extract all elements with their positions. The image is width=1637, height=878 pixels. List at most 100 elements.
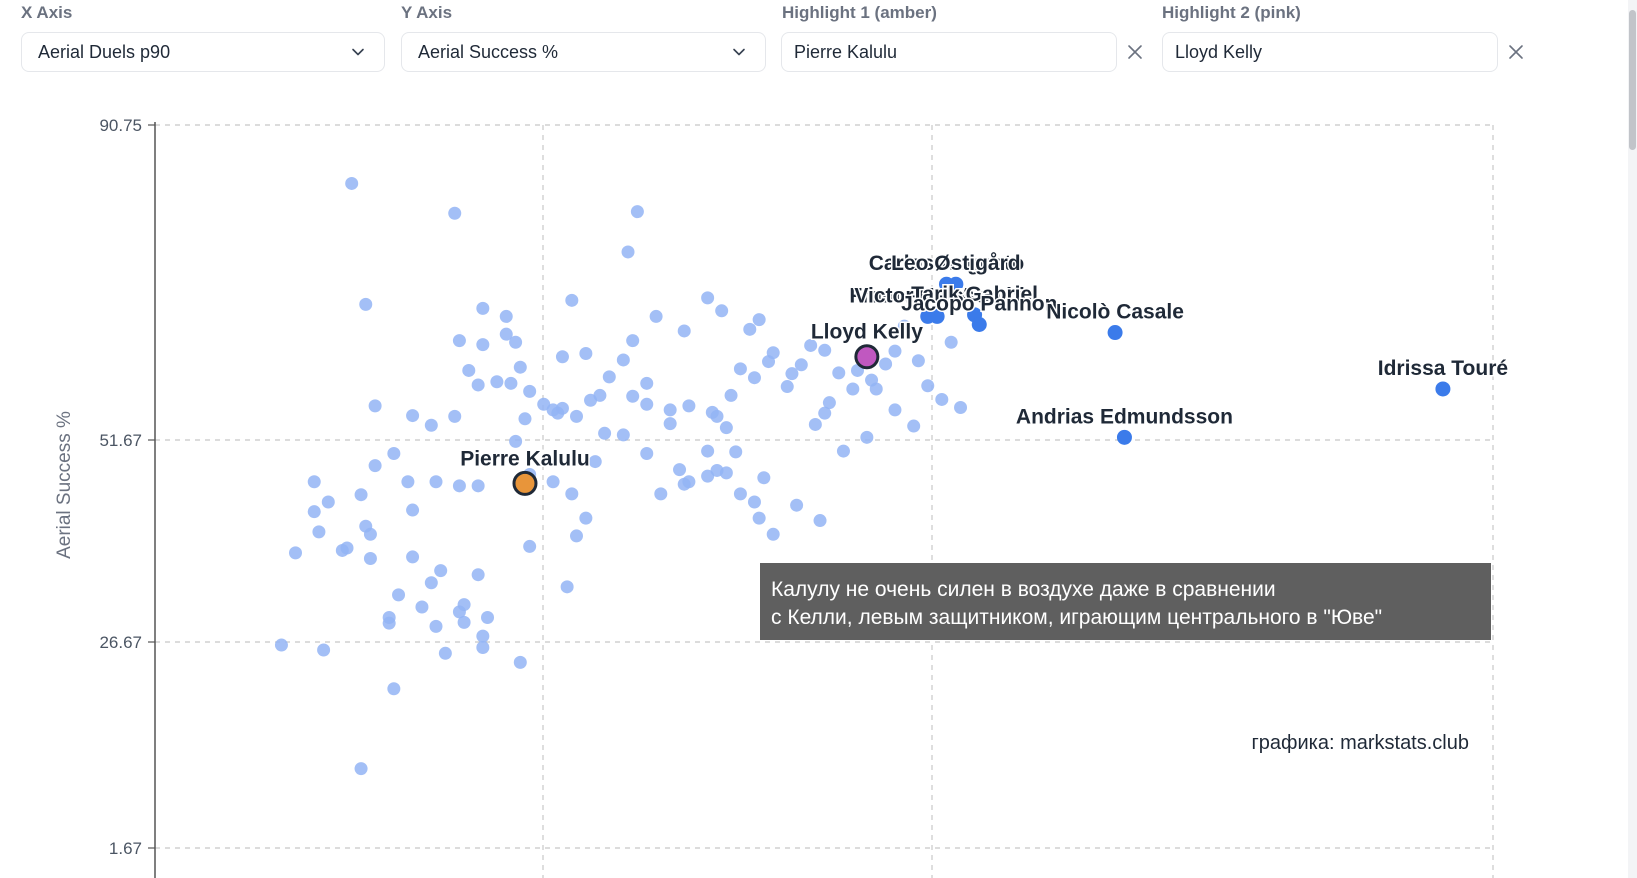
data-point[interactable] [705, 405, 719, 419]
data-point[interactable] [818, 343, 832, 357]
data-point[interactable] [701, 469, 715, 483]
data-point[interactable] [733, 487, 747, 501]
data-point[interactable] [729, 445, 743, 459]
highlight2-point[interactable] [854, 344, 880, 370]
data-point[interactable] [724, 388, 738, 402]
highlight1-point[interactable] [512, 470, 538, 496]
data-point[interactable] [307, 505, 321, 519]
data-point[interactable] [579, 511, 593, 525]
data-point[interactable] [565, 293, 579, 307]
data-point[interactable] [649, 309, 663, 323]
data-point[interactable] [846, 382, 860, 396]
highlight1-input[interactable]: Pierre Kalulu [781, 32, 1117, 72]
data-point[interactable] [546, 475, 560, 489]
data-point[interactable] [701, 444, 715, 458]
data-point[interactable] [747, 495, 761, 509]
data-point[interactable] [452, 334, 466, 348]
data-point[interactable] [813, 514, 827, 528]
scrollbar-thumb[interactable] [1629, 10, 1636, 150]
data-point[interactable] [682, 475, 696, 489]
data-point[interactable] [808, 417, 822, 431]
data-point[interactable] [626, 334, 640, 348]
data-point[interactable] [382, 616, 396, 630]
data-point[interactable] [907, 419, 921, 433]
data-point[interactable] [710, 463, 724, 477]
data-point[interactable] [747, 371, 761, 385]
data-point[interactable] [935, 392, 949, 406]
data-point[interactable] [307, 475, 321, 489]
data-point[interactable] [462, 363, 476, 377]
data-point[interactable] [640, 397, 654, 411]
data-point[interactable] [588, 455, 602, 469]
data-point[interactable] [481, 611, 495, 625]
data-point[interactable] [663, 417, 677, 431]
data-point[interactable] [570, 529, 583, 543]
data-point[interactable] [663, 403, 677, 417]
data-point[interactable] [513, 655, 527, 669]
data-point[interactable] [523, 539, 537, 553]
data-point[interactable] [457, 598, 471, 612]
data-point[interactable] [401, 475, 415, 489]
data-point[interactable] [345, 176, 359, 190]
data-point[interactable] [780, 380, 794, 394]
data-point[interactable] [626, 389, 640, 403]
data-point[interactable] [804, 338, 818, 352]
data-point[interactable] [518, 412, 532, 426]
data-point[interactable] [879, 357, 893, 371]
labeled-point[interactable] [948, 276, 964, 292]
data-point[interactable] [317, 643, 331, 657]
data-point[interactable] [888, 344, 902, 358]
data-point[interactable] [555, 350, 569, 364]
data-point[interactable] [944, 335, 958, 349]
data-point[interactable] [836, 444, 850, 458]
data-point[interactable] [616, 353, 630, 367]
data-point[interactable] [762, 355, 776, 369]
data-point[interactable] [499, 327, 513, 341]
data-point[interactable] [471, 479, 485, 493]
data-point[interactable] [476, 338, 490, 352]
data-point[interactable] [673, 463, 687, 477]
data-point[interactable] [424, 418, 438, 432]
data-point[interactable] [368, 399, 382, 413]
data-point[interactable] [640, 446, 654, 460]
data-point[interactable] [537, 397, 551, 411]
data-point[interactable] [476, 629, 490, 643]
data-point[interactable] [743, 322, 757, 336]
data-point[interactable] [354, 488, 368, 502]
data-point[interactable] [359, 297, 373, 311]
highlight2-input[interactable]: Lloyd Kelly [1162, 32, 1498, 72]
data-point[interactable] [448, 206, 462, 220]
data-point[interactable] [546, 403, 560, 417]
data-point[interactable] [733, 362, 747, 376]
data-point[interactable] [616, 428, 630, 442]
data-point[interactable] [363, 552, 377, 566]
data-point[interactable] [785, 367, 799, 381]
labeled-point[interactable] [1107, 325, 1123, 341]
data-point[interactable] [897, 319, 911, 333]
labeled-point[interactable] [971, 316, 987, 332]
data-point[interactable] [888, 403, 902, 417]
data-point[interactable] [621, 245, 635, 259]
data-point[interactable] [523, 384, 537, 398]
data-point[interactable] [368, 459, 382, 473]
data-point[interactable] [677, 324, 691, 338]
data-point[interactable] [719, 421, 733, 435]
data-point[interactable] [434, 564, 448, 578]
data-point[interactable] [790, 498, 804, 512]
data-point[interactable] [429, 619, 443, 633]
data-point[interactable] [406, 409, 420, 423]
data-point[interactable] [602, 370, 616, 384]
data-point[interactable] [387, 446, 401, 460]
data-point[interactable] [424, 576, 438, 590]
data-point[interactable] [312, 525, 326, 539]
close-icon[interactable] [1125, 42, 1145, 62]
data-point[interactable] [715, 304, 729, 318]
data-point[interactable] [752, 511, 766, 525]
data-point[interactable] [818, 406, 832, 420]
data-point[interactable] [822, 396, 836, 410]
data-point[interactable] [321, 495, 335, 509]
data-point[interactable] [438, 646, 452, 660]
data-point[interactable] [513, 360, 527, 374]
close-icon[interactable] [1506, 42, 1526, 62]
data-point[interactable] [452, 479, 466, 493]
